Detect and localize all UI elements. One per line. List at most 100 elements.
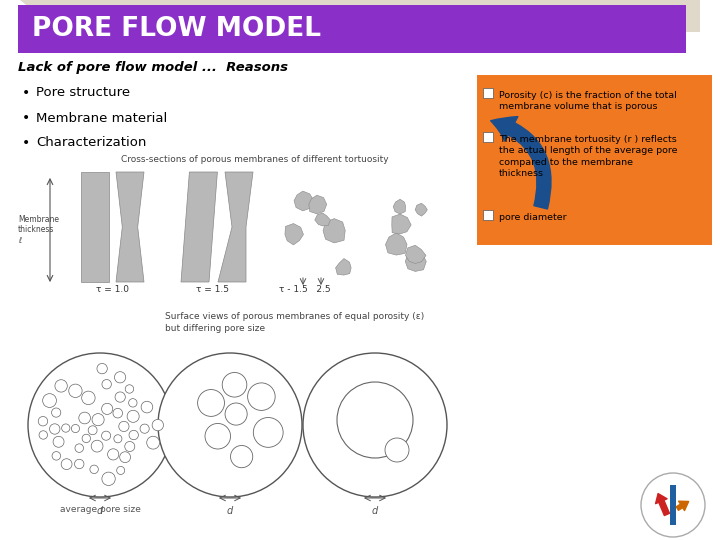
Circle shape	[303, 353, 447, 497]
Text: d: d	[372, 506, 378, 516]
Text: pore diameter: pore diameter	[499, 213, 567, 222]
Polygon shape	[392, 214, 411, 234]
Text: τ - 1.5   2.5: τ - 1.5 2.5	[279, 285, 330, 294]
Polygon shape	[20, 0, 700, 32]
Text: •: •	[22, 136, 30, 150]
Circle shape	[641, 473, 705, 537]
Polygon shape	[415, 203, 427, 216]
Circle shape	[102, 431, 111, 440]
Circle shape	[125, 442, 135, 451]
Circle shape	[62, 424, 70, 432]
Circle shape	[38, 416, 48, 426]
Circle shape	[197, 389, 225, 416]
Circle shape	[82, 434, 91, 443]
Text: Characterization: Characterization	[36, 137, 146, 150]
Text: •: •	[22, 86, 30, 100]
Polygon shape	[309, 195, 327, 214]
Circle shape	[114, 435, 122, 443]
Polygon shape	[323, 219, 345, 243]
Polygon shape	[181, 172, 217, 282]
Circle shape	[141, 401, 153, 413]
Circle shape	[75, 460, 84, 469]
Circle shape	[158, 353, 302, 497]
Circle shape	[102, 380, 112, 389]
Text: average pore size: average pore size	[60, 505, 140, 514]
Circle shape	[248, 383, 275, 410]
Circle shape	[52, 408, 60, 417]
Text: d: d	[97, 506, 103, 516]
Circle shape	[75, 444, 84, 453]
Circle shape	[119, 421, 129, 431]
Polygon shape	[385, 233, 407, 255]
Circle shape	[117, 467, 125, 475]
FancyArrowPatch shape	[676, 501, 688, 511]
Circle shape	[225, 403, 247, 425]
Circle shape	[152, 420, 163, 431]
Circle shape	[115, 392, 125, 402]
Circle shape	[52, 451, 60, 460]
Text: Membrane
thickness
ℓ: Membrane thickness ℓ	[18, 215, 59, 245]
Text: Membrane material: Membrane material	[36, 111, 167, 125]
Circle shape	[120, 452, 130, 463]
FancyBboxPatch shape	[483, 210, 493, 220]
Polygon shape	[116, 172, 144, 282]
Text: Lack of pore flow model ...  Reasons: Lack of pore flow model ... Reasons	[18, 62, 288, 75]
Circle shape	[337, 382, 413, 458]
Circle shape	[42, 394, 56, 408]
Circle shape	[90, 465, 99, 474]
Circle shape	[39, 431, 48, 439]
Circle shape	[253, 417, 283, 447]
Text: Surface views of porous membranes of equal porosity (ε)
but differing pore size: Surface views of porous membranes of equ…	[165, 312, 424, 333]
Text: d: d	[227, 506, 233, 516]
Circle shape	[102, 472, 115, 485]
Circle shape	[125, 385, 134, 393]
Circle shape	[140, 424, 149, 433]
FancyBboxPatch shape	[477, 75, 712, 245]
Text: Pore structure: Pore structure	[36, 86, 130, 99]
Text: τ = 1.5: τ = 1.5	[197, 285, 230, 294]
Circle shape	[102, 403, 113, 415]
Circle shape	[385, 438, 409, 462]
Circle shape	[129, 399, 137, 407]
FancyBboxPatch shape	[18, 5, 686, 53]
FancyBboxPatch shape	[670, 485, 676, 525]
Circle shape	[91, 440, 103, 452]
Circle shape	[92, 414, 104, 426]
Circle shape	[107, 449, 119, 460]
Polygon shape	[405, 245, 426, 264]
Circle shape	[88, 426, 97, 435]
Text: PORE FLOW MODEL: PORE FLOW MODEL	[32, 16, 321, 42]
Circle shape	[28, 353, 172, 497]
Polygon shape	[218, 172, 253, 282]
Polygon shape	[393, 199, 405, 214]
FancyBboxPatch shape	[81, 172, 109, 282]
Circle shape	[222, 373, 247, 397]
Circle shape	[127, 410, 139, 422]
Circle shape	[205, 423, 230, 449]
Circle shape	[97, 363, 107, 374]
Circle shape	[129, 430, 138, 440]
Text: τ = 1.0: τ = 1.0	[96, 285, 128, 294]
Circle shape	[114, 372, 126, 383]
Polygon shape	[20, 0, 60, 32]
Circle shape	[68, 384, 82, 397]
Polygon shape	[315, 213, 330, 226]
FancyArrowPatch shape	[490, 117, 551, 209]
Text: Cross-sections of porous membranes of different tortuosity: Cross-sections of porous membranes of di…	[121, 156, 389, 165]
Circle shape	[71, 424, 79, 433]
Circle shape	[61, 458, 72, 470]
Text: •: •	[22, 111, 30, 125]
Circle shape	[53, 436, 64, 447]
Circle shape	[147, 436, 160, 449]
FancyBboxPatch shape	[483, 88, 493, 98]
FancyArrowPatch shape	[656, 494, 670, 516]
Circle shape	[113, 408, 122, 418]
Circle shape	[230, 446, 253, 468]
Polygon shape	[294, 191, 314, 211]
Polygon shape	[336, 259, 351, 275]
Circle shape	[55, 380, 67, 392]
Text: The membrane tortuosity (r ) reflects
the actual length of the average pore
comp: The membrane tortuosity (r ) reflects th…	[499, 135, 678, 178]
Circle shape	[50, 424, 60, 434]
FancyBboxPatch shape	[483, 132, 493, 142]
Polygon shape	[405, 252, 426, 272]
